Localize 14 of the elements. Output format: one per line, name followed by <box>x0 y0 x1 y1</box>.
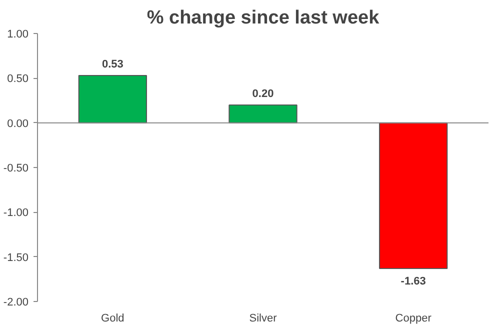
y-tick-label: -1.50 <box>3 252 29 264</box>
x-tick-label: Gold <box>101 312 124 324</box>
y-tick-label: -0.50 <box>3 162 29 174</box>
chart-title: % change since last week <box>146 8 380 28</box>
x-tick-label: Silver <box>249 312 278 324</box>
y-tick-label: 0.00 <box>7 118 29 130</box>
data-label: 0.53 <box>102 58 124 70</box>
y-tick-label: 1.00 <box>7 28 29 40</box>
data-label: -1.63 <box>400 275 426 288</box>
y-tick-label: -2.00 <box>3 296 29 308</box>
y-tick-label: 0.50 <box>7 73 29 86</box>
x-tick-label: Copper <box>395 312 432 324</box>
y-tick-label: -1.00 <box>3 207 29 220</box>
data-label: 0.20 <box>252 88 274 100</box>
